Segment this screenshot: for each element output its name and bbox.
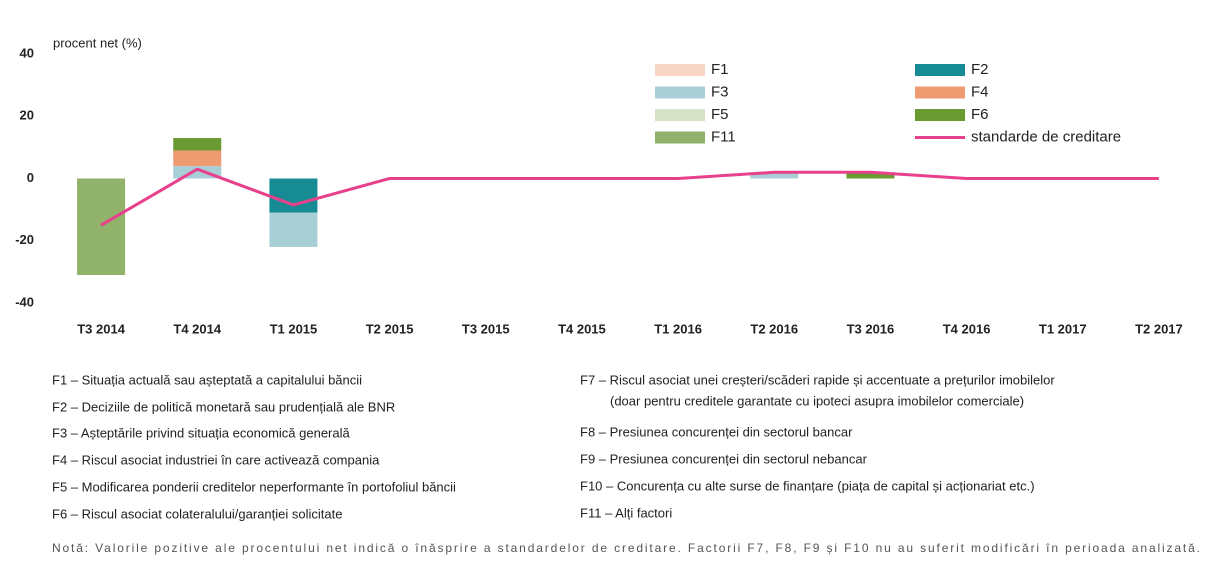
legend-swatch	[915, 64, 965, 76]
x-tick-label: T1 2016	[654, 321, 702, 336]
line	[100, 167, 1159, 227]
definition: F1 – Situația actuală sau așteptată a ca…	[52, 372, 362, 387]
x-tick-label: T2 2017	[1135, 321, 1183, 336]
bar	[846, 172, 895, 179]
x-tick-label: T3 2014	[77, 321, 125, 336]
legend-label: F2	[971, 61, 989, 78]
legend-label: F4	[971, 83, 989, 100]
x-tick-label: T4 2015	[558, 321, 606, 336]
legend-swatch	[655, 109, 705, 121]
legend-label: F5	[711, 106, 729, 123]
legend-label: standarde de creditare	[971, 128, 1121, 145]
x-tick-label: T3 2016	[847, 321, 895, 336]
y-axis-label: procent net (%)	[53, 35, 142, 50]
legend-swatch	[655, 86, 705, 99]
definition: F3 – Așteptările privind situația econom…	[52, 425, 350, 440]
bar	[77, 178, 126, 275]
x-tick-label: T3 2015	[462, 321, 510, 336]
y-tick-label: 20	[20, 108, 34, 123]
y-tick-label: 0	[27, 170, 34, 185]
legend-label: F3	[711, 83, 729, 100]
y-tick-label: -40	[15, 294, 34, 309]
definition: (doar pentru creditele garantate cu ipot…	[610, 393, 1024, 408]
legend-swatch	[915, 86, 965, 99]
x-tick-label: T1 2015	[270, 321, 318, 336]
x-tick-label: T4 2016	[943, 321, 991, 336]
x-tick-label: T2 2015	[366, 321, 414, 336]
definition: F7 – Riscul asociat unei creșteri/scăder…	[580, 372, 1055, 387]
bar	[173, 138, 222, 151]
legend-label: F1	[711, 61, 729, 78]
y-tick-label: -20	[15, 232, 34, 247]
legend-swatch	[655, 131, 705, 144]
legend-label: F11	[711, 128, 736, 145]
x-tick-label: T1 2017	[1039, 321, 1087, 336]
bar	[269, 178, 318, 213]
y-tick-label: 40	[20, 45, 34, 60]
definition: F9 – Presiunea concurenței din sectorul …	[580, 451, 868, 466]
bar	[750, 172, 799, 179]
x-tick-label: T2 2016	[750, 321, 798, 336]
legend-swatch	[915, 109, 965, 121]
definition: F10 – Concurența cu alte surse de finanț…	[580, 478, 1035, 493]
note: Notă: Valorile pozitive ale procentului …	[52, 541, 1200, 555]
x-tick-label: T4 2014	[173, 321, 221, 336]
legend-swatch	[655, 64, 705, 76]
definition: F4 – Riscul asociat industriei în care a…	[52, 452, 380, 467]
definition: F8 – Presiunea concurenței din sectorul …	[580, 424, 853, 439]
definition: F2 – Deciziile de politică monetară sau …	[52, 399, 395, 414]
legend-label: F6	[971, 106, 989, 123]
bar	[269, 212, 318, 247]
definition: F6 – Riscul asociat colateralului/garanț…	[52, 506, 342, 521]
bar	[173, 150, 222, 167]
definition: F11 – Alți factori	[580, 505, 672, 520]
definition: F5 – Modificarea ponderii creditelor nep…	[52, 479, 456, 494]
